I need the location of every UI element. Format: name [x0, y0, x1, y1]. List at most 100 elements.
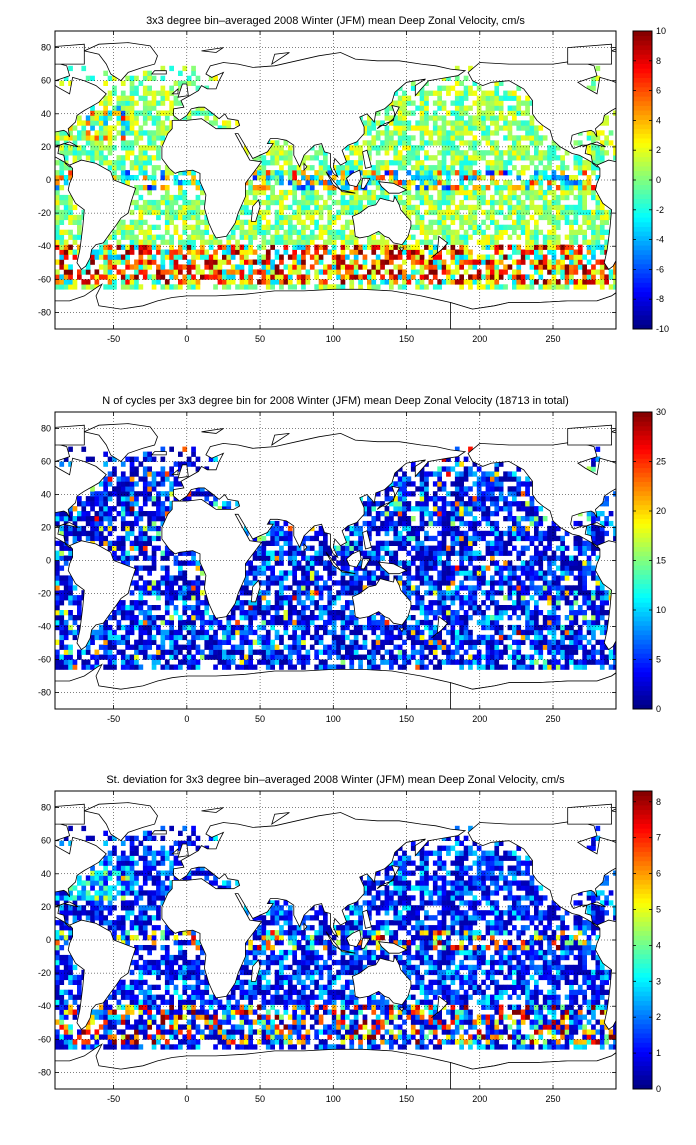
heatmap-cell: [182, 590, 187, 595]
heatmap-cell: [451, 170, 456, 175]
heatmap-cell: [143, 111, 148, 116]
heatmap-cell: [341, 200, 346, 205]
heatmap-cell: [402, 101, 407, 106]
heatmap-cell: [310, 165, 315, 170]
heatmap-cell: [121, 471, 126, 476]
heatmap-cell: [389, 255, 394, 260]
heatmap-cell: [73, 150, 78, 155]
heatmap-cell: [424, 185, 429, 190]
heatmap-cell: [345, 200, 350, 205]
heatmap-cell: [275, 155, 280, 160]
heatmap-cell: [574, 160, 579, 165]
heatmap-cell: [182, 200, 187, 205]
heatmap-cell: [108, 130, 113, 135]
heatmap-cell: [143, 200, 148, 205]
heatmap-cell: [196, 220, 201, 225]
heatmap-cell: [437, 140, 442, 145]
heatmap-cell: [222, 635, 227, 640]
heatmap-cell: [429, 511, 434, 516]
heatmap-cell: [455, 120, 460, 125]
heatmap-cell: [130, 225, 135, 230]
heatmap-cell: [156, 150, 161, 155]
heatmap-cell: [262, 245, 267, 250]
heatmap-cell: [327, 230, 332, 235]
heatmap-cell: [152, 546, 157, 551]
heatmap-cell: [130, 250, 135, 255]
heatmap-cell: [538, 255, 543, 260]
heatmap-cell: [130, 630, 135, 635]
heatmap-cell: [503, 215, 508, 220]
heatmap-cell: [152, 130, 157, 135]
heatmap-cell: [587, 245, 592, 250]
heatmap-cell: [178, 195, 183, 200]
heatmap-cell: [398, 506, 403, 511]
heatmap-cell: [156, 245, 161, 250]
heatmap-cell: [196, 284, 201, 289]
heatmap-cell: [143, 96, 148, 101]
heatmap-cell: [499, 115, 504, 120]
heatmap-cell: [424, 155, 429, 160]
heatmap-cell: [332, 615, 337, 620]
heatmap-cell: [459, 190, 464, 195]
heatmap-cell: [481, 135, 486, 140]
heatmap-cell: [499, 190, 504, 195]
heatmap-cell: [314, 180, 319, 185]
heatmap-cell: [437, 635, 442, 640]
heatmap-cell: [407, 506, 412, 511]
heatmap-cell: [380, 130, 385, 135]
heatmap-cell: [565, 185, 570, 190]
heatmap-cell: [596, 150, 601, 155]
heatmap-cell: [121, 650, 126, 655]
heatmap-cell: [473, 91, 478, 96]
heatmap-cell: [552, 175, 557, 180]
heatmap-cell: [95, 250, 100, 255]
heatmap-cell: [301, 585, 306, 590]
heatmap-cell: [508, 195, 513, 200]
heatmap-cell: [112, 471, 117, 476]
heatmap-cell: [130, 106, 135, 111]
heatmap-cell: [257, 175, 262, 180]
heatmap-cell: [240, 610, 245, 615]
heatmap-cell: [468, 205, 473, 210]
heatmap-cell: [398, 645, 403, 650]
colorbar-segment: [633, 320, 652, 325]
heatmap-cell: [139, 635, 144, 640]
heatmap-cell: [376, 165, 381, 170]
heatmap-cell: [253, 235, 258, 240]
heatmap-cell: [429, 269, 434, 274]
colorbar-segment: [633, 292, 652, 297]
heatmap-cell: [103, 511, 108, 516]
heatmap-cell: [490, 195, 495, 200]
heatmap-cell: [415, 566, 420, 571]
heatmap-cell: [191, 580, 196, 585]
heatmap-cell: [240, 235, 245, 240]
coastline: [152, 71, 167, 74]
heatmap-cell: [596, 235, 601, 240]
colorbar-segment: [633, 245, 652, 250]
heatmap-cell: [99, 130, 104, 135]
heatmap-cell: [99, 140, 104, 145]
heatmap-cell: [147, 570, 152, 575]
heatmap-cell: [609, 284, 614, 289]
heatmap-cell: [411, 195, 416, 200]
heatmap-cell: [508, 120, 513, 125]
heatmap-cell: [191, 230, 196, 235]
heatmap-cell: [130, 81, 135, 86]
heatmap-cell: [147, 585, 152, 590]
heatmap-cell: [134, 225, 139, 230]
colorbar-segment: [633, 31, 652, 36]
heatmap-cell: [464, 245, 469, 250]
heatmap-cell: [494, 150, 499, 155]
heatmap-cell: [262, 595, 267, 600]
heatmap-cell: [292, 170, 297, 175]
heatmap-cell: [332, 220, 337, 225]
heatmap-cell: [358, 205, 363, 210]
heatmap-cell: [86, 115, 91, 120]
heatmap-cell: [420, 580, 425, 585]
heatmap-cell: [578, 284, 583, 289]
heatmap-cell: [200, 610, 205, 615]
heatmap-cell: [407, 145, 412, 150]
heatmap-cell: [257, 570, 262, 575]
heatmap-cell: [306, 630, 311, 635]
heatmap-cell: [139, 640, 144, 645]
